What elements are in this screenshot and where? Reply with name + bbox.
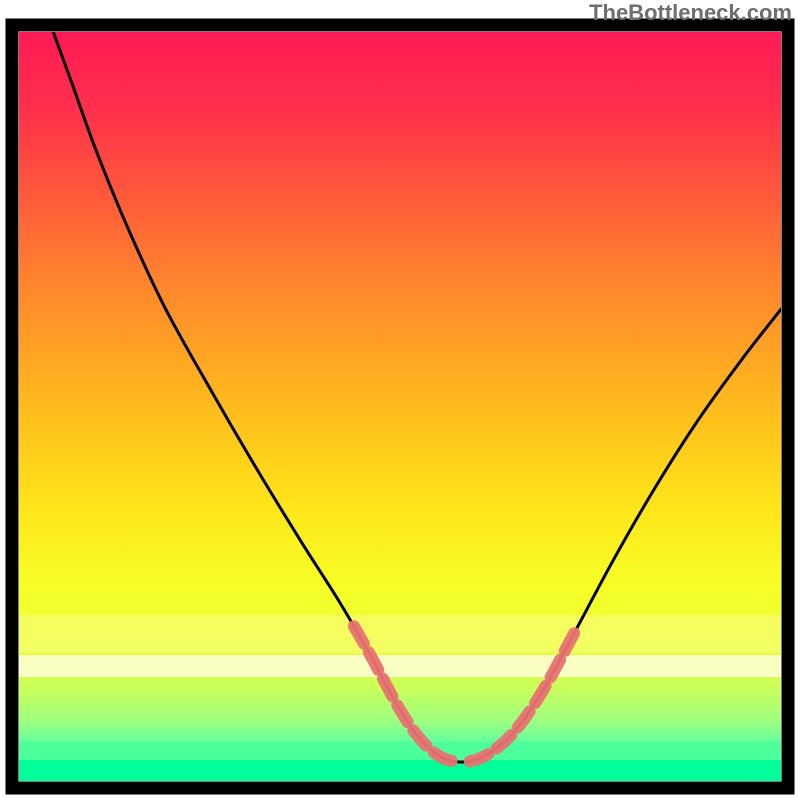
pale-band-2: [19, 655, 781, 677]
watermark-text: TheBottleneck.com: [589, 0, 792, 26]
chart-svg: [0, 0, 800, 800]
chart-container: TheBottleneck.com: [0, 0, 800, 800]
floor-band-2: [19, 742, 781, 760]
floor-band: [19, 760, 781, 781]
pale-band-1: [19, 615, 781, 653]
